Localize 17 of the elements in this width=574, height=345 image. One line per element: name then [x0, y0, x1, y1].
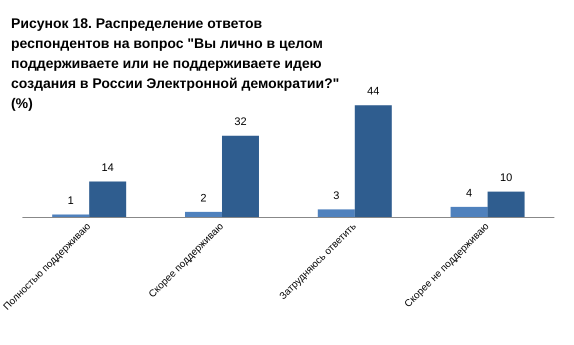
- bar: [222, 136, 259, 217]
- data-label: 32: [234, 116, 247, 128]
- bar: [450, 206, 488, 217]
- bar: [354, 105, 392, 217]
- data-label: 3: [333, 190, 340, 202]
- bar: [488, 192, 525, 217]
- data-label: 10: [500, 172, 512, 184]
- data-label: 2: [200, 192, 207, 204]
- bar: [318, 209, 355, 217]
- bar: [184, 212, 222, 217]
- data-label: 44: [367, 86, 380, 98]
- data-label: 1: [68, 194, 74, 207]
- bar: [89, 181, 126, 217]
- data-label: 4: [466, 187, 472, 200]
- data-label: 14: [102, 162, 114, 174]
- bar: [52, 214, 90, 217]
- chart-title: Рисунок 18. Распределение ответов респондентов на вопрос "Вы лично в целом поддерживаете или не поддерживаете идею создания в России Электронной демократии?" (%): [11, 15, 344, 111]
